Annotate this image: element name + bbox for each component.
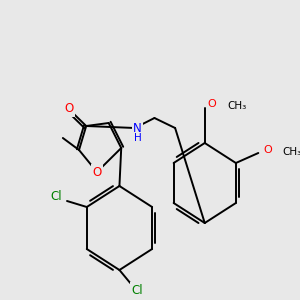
Text: N: N [133,122,142,134]
Text: H: H [134,133,141,143]
Text: CH₃: CH₃ [283,147,300,157]
Text: CH₃: CH₃ [227,101,246,111]
Text: Cl: Cl [50,190,62,203]
Text: O: O [263,145,272,155]
Text: O: O [64,103,74,116]
Text: Cl: Cl [132,284,143,296]
Text: O: O [208,99,216,109]
Text: O: O [92,166,102,178]
